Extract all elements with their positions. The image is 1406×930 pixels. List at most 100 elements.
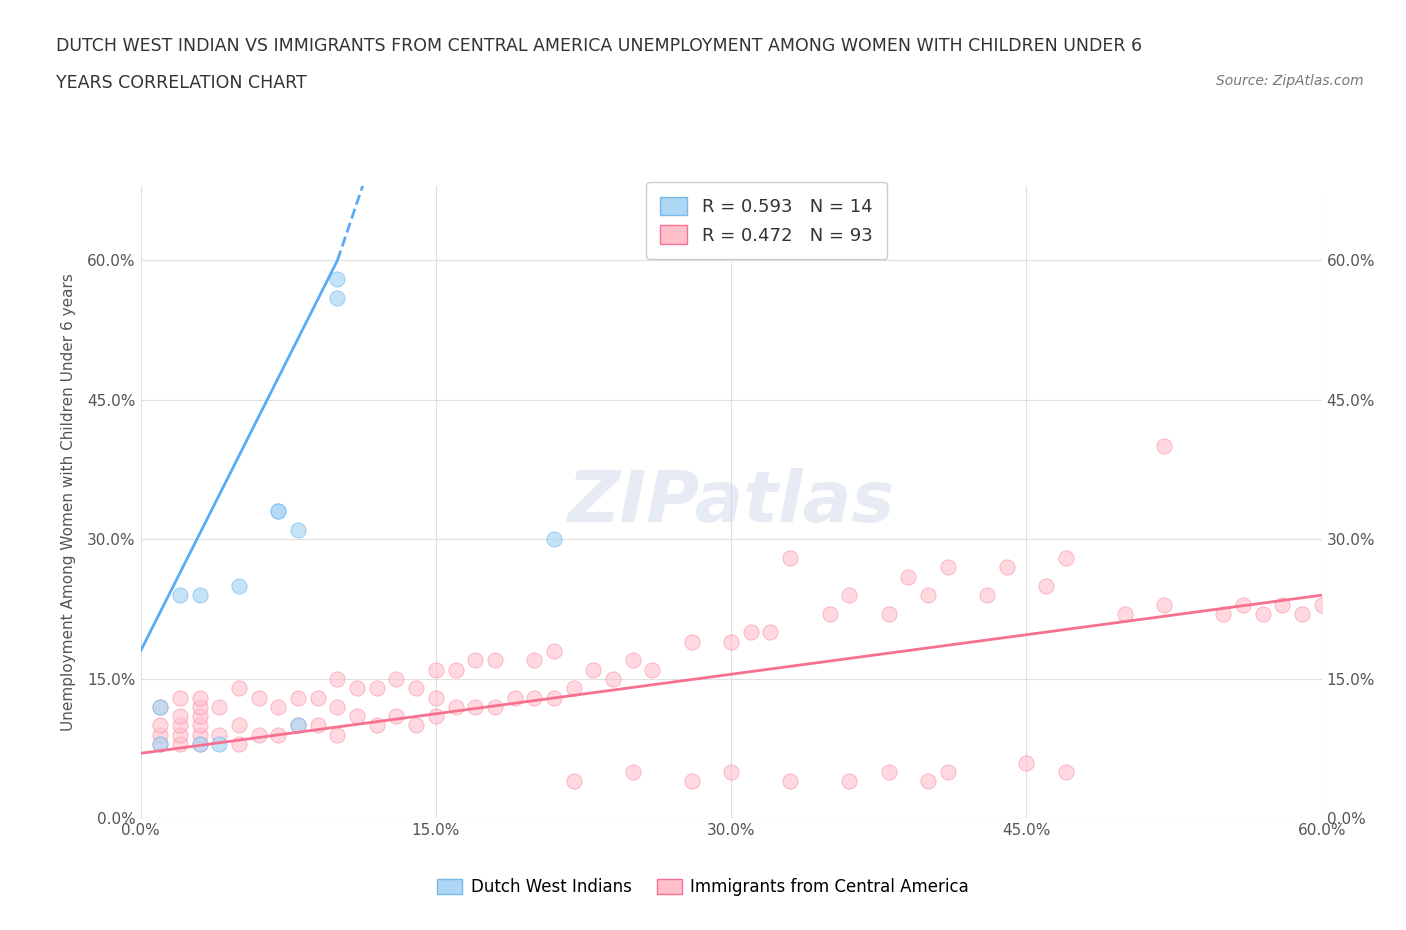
Point <box>1212 606 1234 621</box>
Point <box>838 588 860 603</box>
Text: ZIPatlas: ZIPatlas <box>568 468 894 537</box>
Point <box>1291 606 1313 621</box>
Point <box>779 551 801 565</box>
Point <box>267 699 290 714</box>
Point <box>326 699 349 714</box>
Point <box>1153 439 1175 454</box>
Text: YEARS CORRELATION CHART: YEARS CORRELATION CHART <box>56 74 307 92</box>
Point <box>543 644 565 658</box>
Point <box>818 606 841 621</box>
Point <box>188 699 211 714</box>
Point <box>562 774 585 789</box>
Point <box>149 737 172 751</box>
Point <box>740 625 762 640</box>
Point <box>326 671 349 686</box>
Point <box>287 718 309 733</box>
Point <box>1232 597 1254 612</box>
Point <box>228 578 250 593</box>
Point <box>1015 755 1038 770</box>
Point <box>1054 764 1077 779</box>
Point <box>917 588 939 603</box>
Point <box>228 718 250 733</box>
Y-axis label: Unemployment Among Women with Children Under 6 years: Unemployment Among Women with Children U… <box>60 273 76 731</box>
Point <box>149 718 172 733</box>
Point <box>621 764 644 779</box>
Point <box>346 681 368 696</box>
Point <box>995 560 1018 575</box>
Point <box>267 504 290 519</box>
Text: Source: ZipAtlas.com: Source: ZipAtlas.com <box>1216 74 1364 88</box>
Text: DUTCH WEST INDIAN VS IMMIGRANTS FROM CENTRAL AMERICA UNEMPLOYMENT AMONG WOMEN WI: DUTCH WEST INDIAN VS IMMIGRANTS FROM CEN… <box>56 37 1142 55</box>
Point <box>523 653 546 668</box>
Point <box>503 690 526 705</box>
Point <box>720 634 742 649</box>
Point <box>759 625 782 640</box>
Point <box>307 690 329 705</box>
Point <box>464 699 486 714</box>
Point <box>228 737 250 751</box>
Point <box>779 774 801 789</box>
Point <box>385 671 408 686</box>
Point <box>149 727 172 742</box>
Point <box>169 737 191 751</box>
Point <box>917 774 939 789</box>
Point <box>425 709 447 724</box>
Point <box>1310 597 1333 612</box>
Point <box>188 718 211 733</box>
Point <box>208 727 231 742</box>
Point <box>169 718 191 733</box>
Point <box>877 606 900 621</box>
Point <box>228 681 250 696</box>
Point <box>1054 551 1077 565</box>
Point <box>208 737 231 751</box>
Point <box>385 709 408 724</box>
Point <box>267 727 290 742</box>
Point <box>444 699 467 714</box>
Point <box>444 662 467 677</box>
Point <box>169 709 191 724</box>
Point <box>484 699 506 714</box>
Point <box>484 653 506 668</box>
Point <box>1271 597 1294 612</box>
Point <box>149 699 172 714</box>
Point <box>287 690 309 705</box>
Point <box>681 634 703 649</box>
Point <box>621 653 644 668</box>
Point <box>326 272 349 286</box>
Point <box>1114 606 1136 621</box>
Point <box>405 718 427 733</box>
Point <box>188 709 211 724</box>
Point <box>188 588 211 603</box>
Point <box>366 681 388 696</box>
Point <box>1035 578 1057 593</box>
Point <box>307 718 329 733</box>
Point <box>149 699 172 714</box>
Point <box>287 718 309 733</box>
Point <box>188 737 211 751</box>
Point <box>169 588 191 603</box>
Point <box>149 737 172 751</box>
Point <box>543 690 565 705</box>
Point <box>267 504 290 519</box>
Point <box>543 532 565 547</box>
Point <box>877 764 900 779</box>
Point <box>346 709 368 724</box>
Point <box>936 560 959 575</box>
Legend: Dutch West Indians, Immigrants from Central America: Dutch West Indians, Immigrants from Cent… <box>430 871 976 903</box>
Point <box>1251 606 1274 621</box>
Point <box>425 690 447 705</box>
Point <box>169 727 191 742</box>
Point <box>188 727 211 742</box>
Point <box>169 690 191 705</box>
Point <box>287 523 309 538</box>
Point <box>405 681 427 696</box>
Point <box>720 764 742 779</box>
Point <box>425 662 447 677</box>
Point <box>326 727 349 742</box>
Legend: R = 0.593   N = 14, R = 0.472   N = 93: R = 0.593 N = 14, R = 0.472 N = 93 <box>645 182 887 259</box>
Point <box>523 690 546 705</box>
Point <box>562 681 585 696</box>
Point <box>326 290 349 305</box>
Point <box>188 737 211 751</box>
Point <box>188 690 211 705</box>
